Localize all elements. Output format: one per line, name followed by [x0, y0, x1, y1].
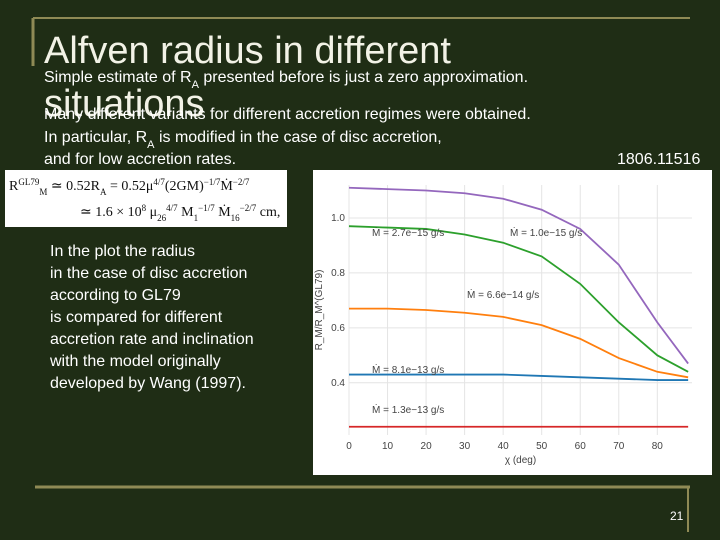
- formula-part: cm,: [256, 205, 280, 220]
- series-label: Ṁ = 1.0e−15 g/s: [510, 226, 582, 239]
- series-label: Ṁ = 2.7e−15 g/s: [372, 226, 444, 239]
- x-tick-label: 50: [536, 441, 548, 452]
- formula-part: 1: [194, 213, 199, 223]
- formula-part: −2/7: [233, 177, 250, 187]
- series-label: Ṁ = 8.1e−13 g/s: [372, 363, 444, 376]
- formula-part: −2/7: [240, 203, 257, 213]
- note-line: is compared for different: [50, 309, 223, 326]
- series-line: [349, 307, 689, 379]
- formula-part: M: [178, 205, 195, 220]
- formula-part: 26: [157, 213, 167, 223]
- formula-box: [5, 170, 287, 227]
- y-tick-label: 0.8: [331, 268, 345, 279]
- note-line: in the case of disc accretion: [50, 265, 247, 282]
- formula-part: −1/7: [204, 177, 221, 187]
- text-run: presented before is just a zero approxim…: [199, 69, 528, 86]
- text-run: Simple estimate of R: [44, 69, 192, 86]
- formula-part: ≃ 0.52R: [47, 179, 100, 194]
- series-label: Ṁ = 6.6e−14 g/s: [467, 288, 539, 301]
- formula-part: ≃ 1.6 × 10: [80, 205, 142, 220]
- formula: ≃ 1.6 × 108 μ264/7 M1−1/7 Ṁ16−2/7 cm,: [80, 203, 280, 223]
- formula-part: M: [39, 187, 47, 197]
- note: In the plot the radius in the case of dis…: [49, 243, 254, 392]
- y-tick-label: 0.4: [331, 378, 345, 389]
- reference: 1806.11516: [617, 151, 700, 168]
- body-line: and for low accretion rates.: [44, 151, 236, 168]
- body-text: Simple estimate of RA presented before i…: [44, 69, 531, 168]
- formula-part: Ṁ: [220, 178, 233, 194]
- body-line: Simple estimate of RA presented before i…: [44, 69, 528, 91]
- x-tick-label: 70: [613, 441, 625, 452]
- subscript: A: [192, 79, 200, 91]
- x-tick-label: 60: [575, 441, 587, 452]
- text-run: and for low accretion rates.: [44, 151, 236, 168]
- formula-part: −1/7: [198, 203, 215, 213]
- formula-part: 4/7: [166, 203, 178, 213]
- x-tick-label: 40: [498, 441, 510, 452]
- body-line: In particular, RA is modified in the cas…: [44, 129, 442, 151]
- body-line: Many different variants for different ac…: [44, 106, 531, 123]
- formula-part: A: [100, 187, 107, 197]
- y-tick-label: 0.6: [331, 323, 345, 334]
- formula: RGL79M ≃ 0.52RA = 0.52μ4/7(2GM)−1/7Ṁ−2/7: [9, 177, 250, 197]
- note-line: accretion rate and inclination: [50, 331, 254, 348]
- x-tick-label: 10: [382, 441, 394, 452]
- x-tick-label: 30: [459, 441, 471, 452]
- text-run: is modified in the case of disc accretio…: [155, 129, 442, 146]
- note-line: according to GL79: [50, 287, 181, 304]
- formula-part: Ṁ: [215, 204, 232, 220]
- y-tick-label: 1.0: [331, 213, 345, 224]
- formula-part: 16: [231, 213, 241, 223]
- formula-part: GL79: [18, 177, 39, 187]
- formula-part: 8: [142, 203, 147, 213]
- title: situations: [44, 83, 205, 125]
- title: Alfven radius in different: [44, 30, 451, 72]
- series-line: [348, 225, 689, 373]
- subscript: A: [147, 139, 155, 151]
- formula-part: R: [9, 179, 19, 194]
- x-tick-label: 0: [346, 441, 352, 452]
- text-run: Many different variants for different ac…: [44, 106, 531, 123]
- text-run: In particular, R: [44, 129, 147, 146]
- x-tick-label: 80: [652, 441, 664, 452]
- x-tick-label: 20: [421, 441, 433, 452]
- formula-part: (2GM): [165, 179, 204, 194]
- formula-part: = 0.52μ: [106, 179, 153, 194]
- formula-part: μ: [146, 205, 157, 220]
- plot: 0 10 20 30 40 50 60 70 80 0.4 0.6 0.8 1.0 χ (deg) R_M/…: [314, 185, 692, 466]
- series-line: [348, 186, 689, 365]
- x-axis-label: χ (deg): [505, 455, 536, 466]
- plot-box: [313, 170, 712, 475]
- formula-part: 4/7: [153, 177, 165, 187]
- note-line: with the model originally: [49, 353, 221, 370]
- note-line: In the plot the radius: [50, 243, 195, 260]
- y-axis-label: R_M/R_M^(GL79): [314, 270, 325, 351]
- page-number: 21: [670, 509, 684, 523]
- note-line: developed by Wang (1997).: [50, 375, 246, 392]
- series-label: Ṁ = 1.3e−13 g/s: [372, 403, 444, 416]
- series-line: [349, 373, 689, 381]
